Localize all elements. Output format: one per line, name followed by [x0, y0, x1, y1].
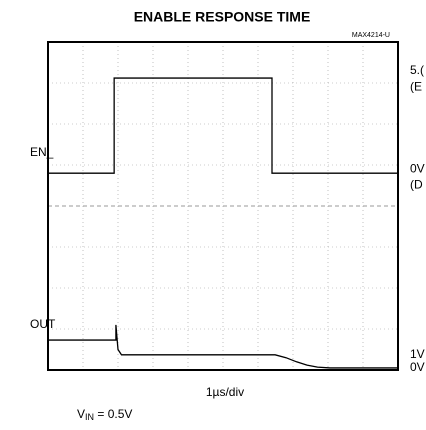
footnote: VIN = 0.5V [77, 407, 132, 422]
level-label: (D [410, 178, 423, 192]
trace-label: EN_ [30, 145, 54, 159]
level-label: (E [410, 79, 422, 93]
level-label: 0V [410, 360, 425, 374]
trace-label: OUT [30, 317, 56, 331]
level-label: 1V [410, 347, 425, 361]
level-label: 0V [410, 161, 425, 175]
trace [48, 324, 398, 369]
footnote-subscript: IN [85, 412, 94, 422]
chart-title: ENABLE RESPONSE TIME [134, 9, 311, 25]
figure-id: MAX4214-U [352, 32, 390, 39]
trace [48, 77, 398, 174]
x-axis-label: 1µs/div [206, 385, 244, 399]
footnote-symbol: V [77, 407, 85, 421]
footnote-text: = 0.5V [94, 407, 132, 421]
plot-frame [47, 41, 399, 371]
level-label: 5.( [410, 63, 424, 77]
